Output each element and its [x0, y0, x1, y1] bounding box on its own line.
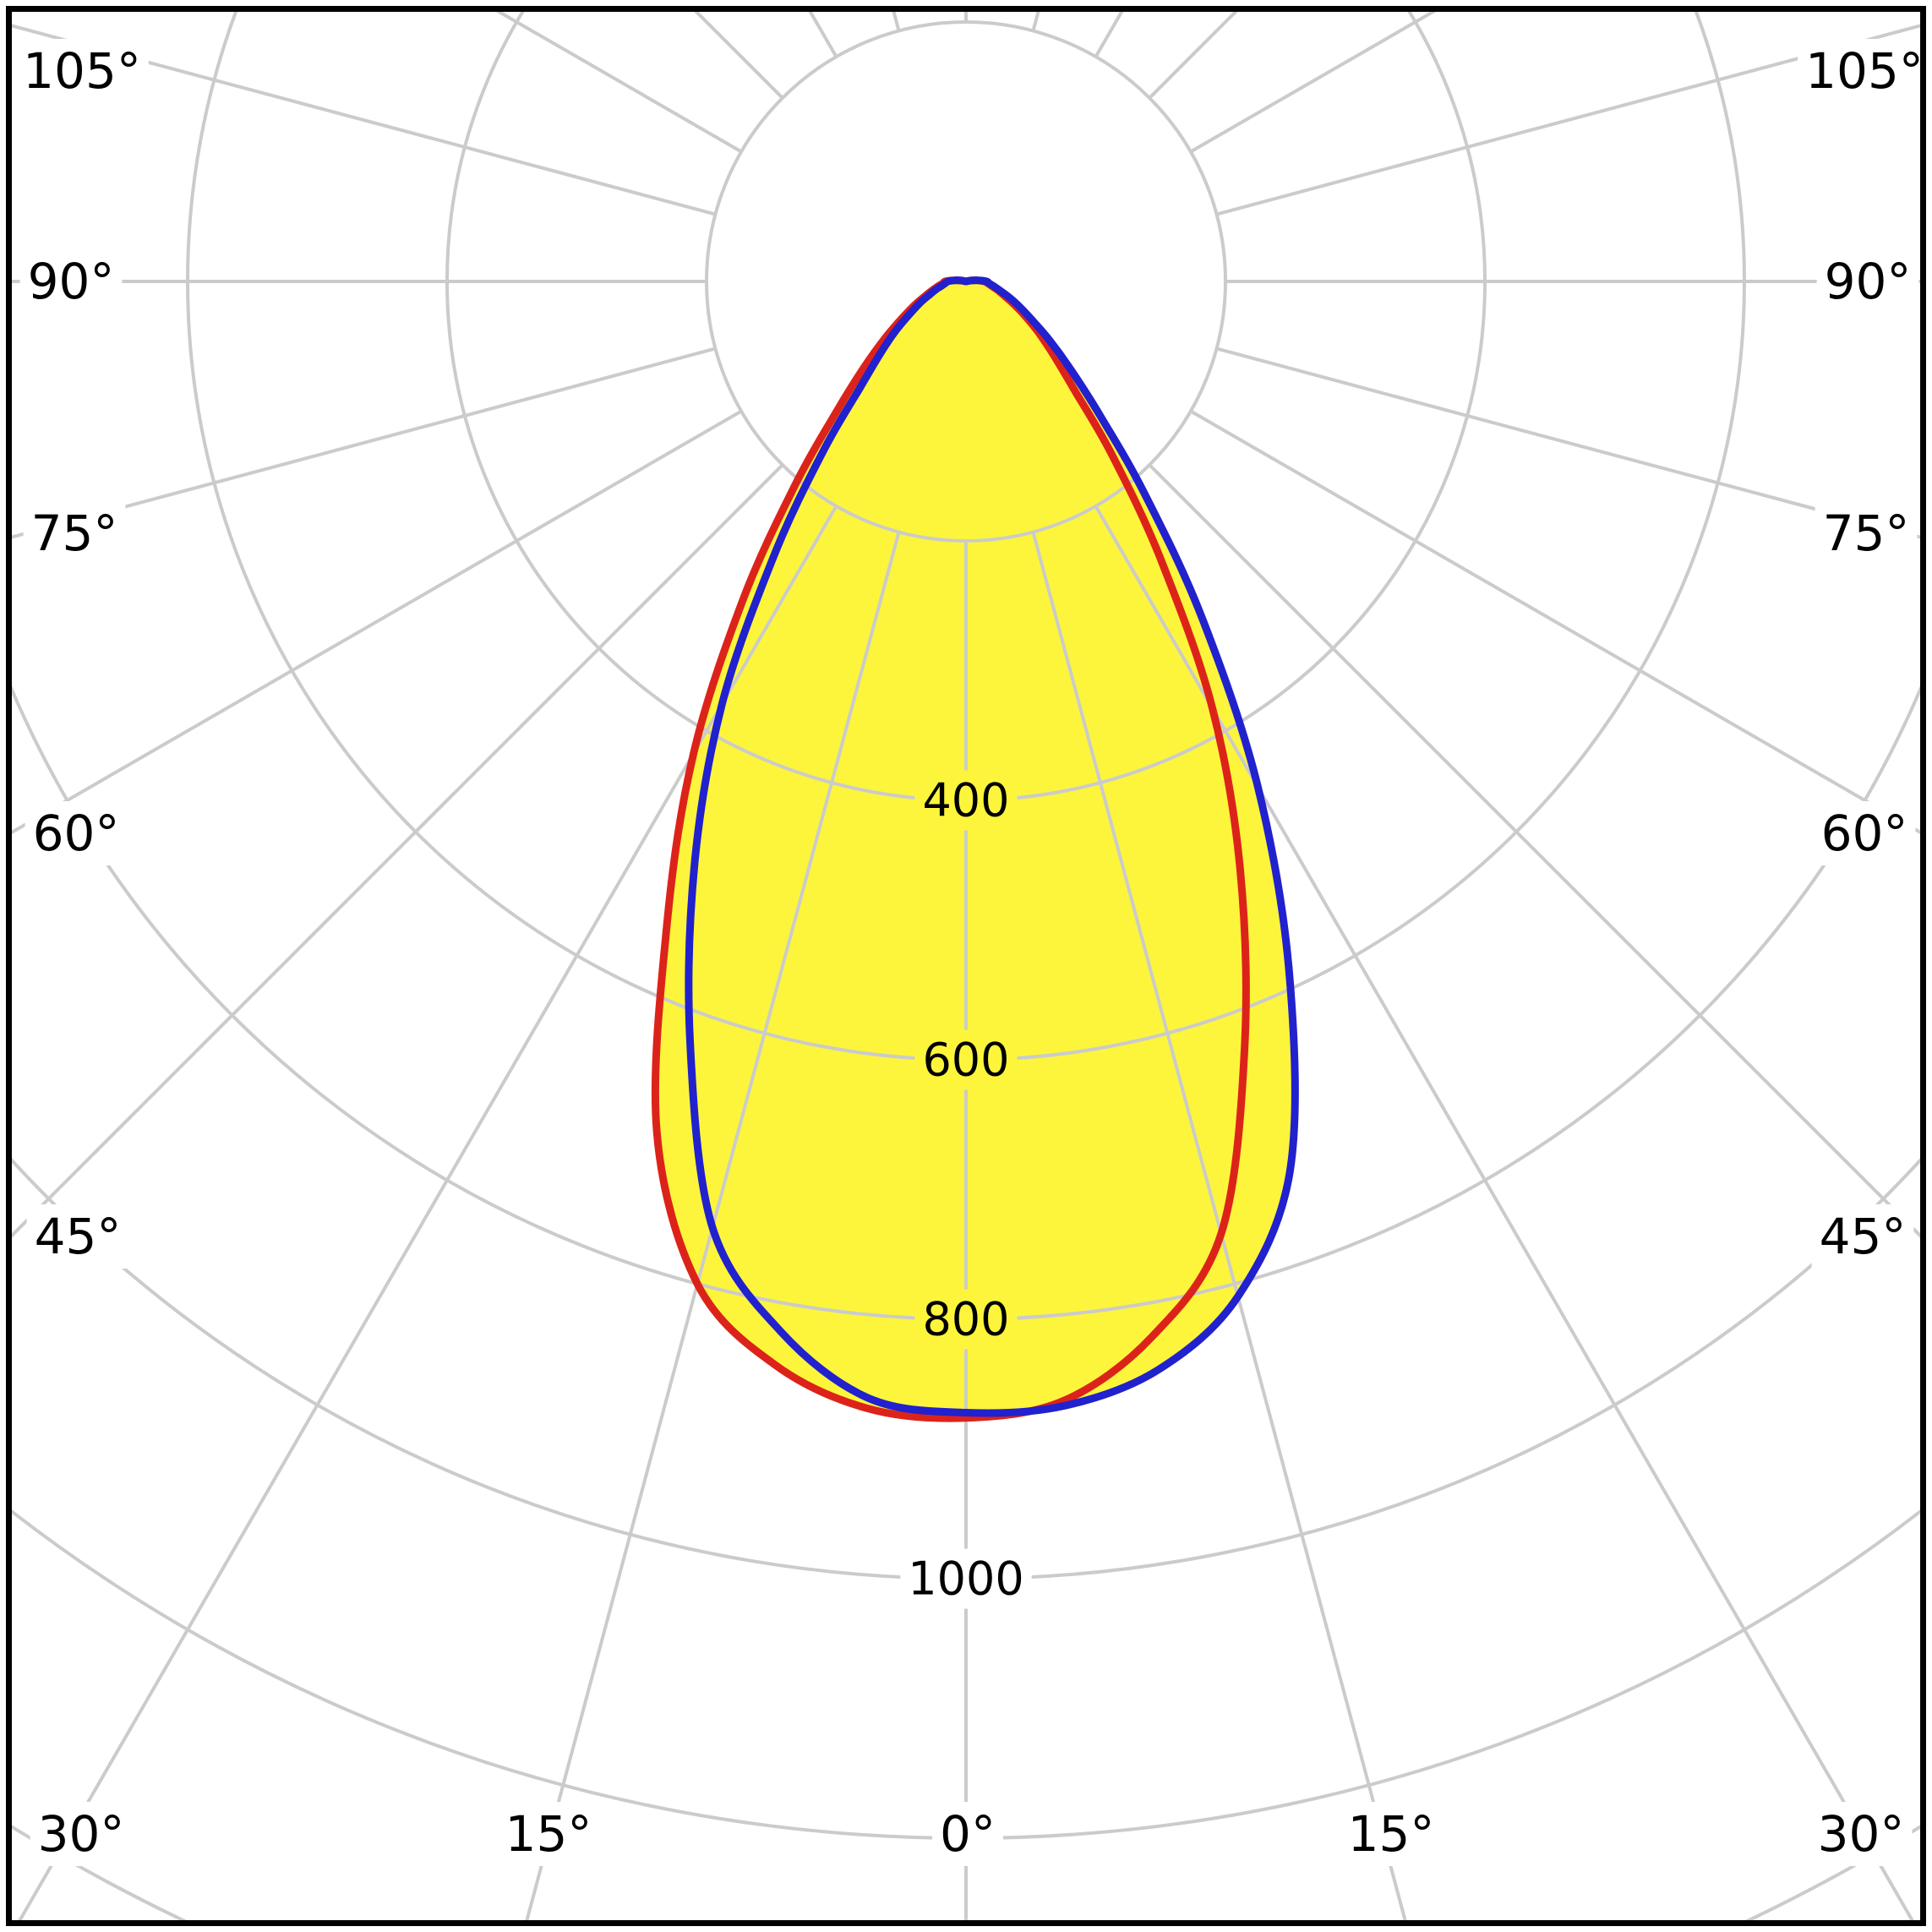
blue-curve	[685, 276, 1299, 1417]
angle-label-right-45°-mask	[1811, 1204, 1914, 1269]
angle-label-right-60°-mask	[1813, 801, 1916, 865]
angle-label-left-75°-mask	[23, 501, 126, 565]
grid-ray-60-right	[1189, 409, 1920, 835]
angle-label-bottom-30°-mask	[1809, 1802, 1913, 1866]
chart-frame	[6, 6, 1926, 1926]
radial-label-800: 800	[922, 1293, 1009, 1346]
grid-ray-105-right	[1216, 24, 1920, 216]
angle-label-bottom-30°: 30°	[1818, 1805, 1905, 1863]
angle-label-right-60°: 60°	[1821, 805, 1908, 862]
angle-label-bottom-0°: 0°	[940, 1805, 996, 1863]
angle-label-bottom-15°: 15°	[1348, 1805, 1435, 1863]
angle-label-right-45°: 45°	[1820, 1208, 1907, 1265]
radial-label-400-mask	[914, 770, 1018, 831]
angle-label-right-105°-mask	[1798, 39, 1931, 103]
grid-ray-15-left	[525, 532, 901, 1920]
radial-label-600: 600	[922, 1034, 1009, 1087]
angle-label-left-90°: 90°	[28, 253, 115, 310]
angle-label-left-60°: 60°	[33, 805, 120, 862]
angle-label-right-90°-mask	[1816, 249, 1919, 314]
grid-ray-15-right	[1031, 532, 1407, 1920]
radial-label-800-mask	[914, 1289, 1018, 1350]
angle-label-bottom-30°-mask	[30, 1802, 133, 1866]
angle-label-right-75°: 75°	[1823, 505, 1910, 562]
radial-label-1000-mask	[900, 1548, 1032, 1609]
grid-ray-75-right	[1216, 347, 1920, 539]
radial-label-600-mask	[914, 1029, 1018, 1090]
angle-label-left-105°: 105°	[23, 42, 141, 100]
angle-label-bottom-15°-mask	[497, 1802, 600, 1866]
angle-label-bottom-15°-mask	[1340, 1802, 1443, 1866]
grid-ray-75-left	[12, 347, 716, 539]
radial-label-400: 400	[922, 774, 1009, 827]
angle-label-bottom-0°-mask	[932, 1802, 1003, 1866]
angle-label-right-105°: 105°	[1805, 42, 1924, 100]
grid-ray-60-left	[12, 409, 743, 835]
angle-label-left-90°-mask	[19, 249, 123, 314]
beam-fill	[688, 280, 1296, 1414]
grid-ray-30-left	[18, 505, 838, 1920]
grid-ray-105-left	[12, 24, 716, 216]
angle-label-bottom-15°: 15°	[505, 1805, 592, 1863]
angle-label-right-75°-mask	[1815, 501, 1918, 565]
grid-ray-45-right	[1148, 463, 1920, 1238]
angle-label-left-60°-mask	[25, 801, 128, 865]
angle-label-bottom-30°: 30°	[38, 1805, 125, 1863]
grid-ray-45-left	[12, 463, 784, 1238]
angle-label-right-90°: 90°	[1825, 253, 1912, 310]
angle-label-left-75°: 75°	[31, 505, 118, 562]
radial-label-1000: 1000	[908, 1553, 1023, 1606]
angle-label-left-45°-mask	[26, 1204, 129, 1269]
angle-label-left-45°: 45°	[35, 1208, 122, 1265]
labels-group: 400 600 800 1000 105° 90° 75° 60° 45° 105° 90° 75° 6…	[15, 39, 1931, 1866]
angle-label-left-105°-mask	[15, 39, 149, 103]
